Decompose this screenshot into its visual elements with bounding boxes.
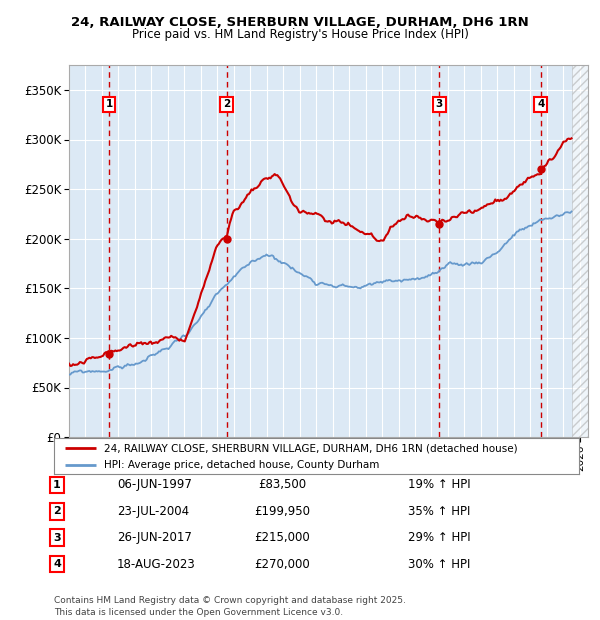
Text: 06-JUN-1997: 06-JUN-1997 bbox=[117, 479, 192, 491]
Text: £83,500: £83,500 bbox=[258, 479, 306, 491]
Text: 23-JUL-2004: 23-JUL-2004 bbox=[117, 505, 189, 518]
Text: 24, RAILWAY CLOSE, SHERBURN VILLAGE, DURHAM, DH6 1RN: 24, RAILWAY CLOSE, SHERBURN VILLAGE, DUR… bbox=[71, 16, 529, 29]
Text: Contains HM Land Registry data © Crown copyright and database right 2025.
This d: Contains HM Land Registry data © Crown c… bbox=[54, 596, 406, 617]
Text: 18-AUG-2023: 18-AUG-2023 bbox=[117, 558, 196, 570]
Bar bbox=[572, 65, 588, 437]
Text: £199,950: £199,950 bbox=[254, 505, 310, 518]
Text: 3: 3 bbox=[436, 99, 443, 109]
Text: 2: 2 bbox=[53, 507, 61, 516]
Text: Price paid vs. HM Land Registry's House Price Index (HPI): Price paid vs. HM Land Registry's House … bbox=[131, 28, 469, 41]
Text: 1: 1 bbox=[53, 480, 61, 490]
Text: 4: 4 bbox=[53, 559, 61, 569]
Text: HPI: Average price, detached house, County Durham: HPI: Average price, detached house, Coun… bbox=[104, 459, 379, 469]
Text: 4: 4 bbox=[537, 99, 544, 109]
Text: 29% ↑ HPI: 29% ↑ HPI bbox=[408, 531, 470, 544]
Text: 19% ↑ HPI: 19% ↑ HPI bbox=[408, 479, 470, 491]
Text: 24, RAILWAY CLOSE, SHERBURN VILLAGE, DURHAM, DH6 1RN (detached house): 24, RAILWAY CLOSE, SHERBURN VILLAGE, DUR… bbox=[104, 443, 517, 453]
Text: 1: 1 bbox=[106, 99, 113, 109]
Text: 26-JUN-2017: 26-JUN-2017 bbox=[117, 531, 192, 544]
Text: £215,000: £215,000 bbox=[254, 531, 310, 544]
Text: 35% ↑ HPI: 35% ↑ HPI bbox=[408, 505, 470, 518]
Text: 30% ↑ HPI: 30% ↑ HPI bbox=[408, 558, 470, 570]
Text: 3: 3 bbox=[53, 533, 61, 542]
Text: £270,000: £270,000 bbox=[254, 558, 310, 570]
Text: 2: 2 bbox=[223, 99, 230, 109]
